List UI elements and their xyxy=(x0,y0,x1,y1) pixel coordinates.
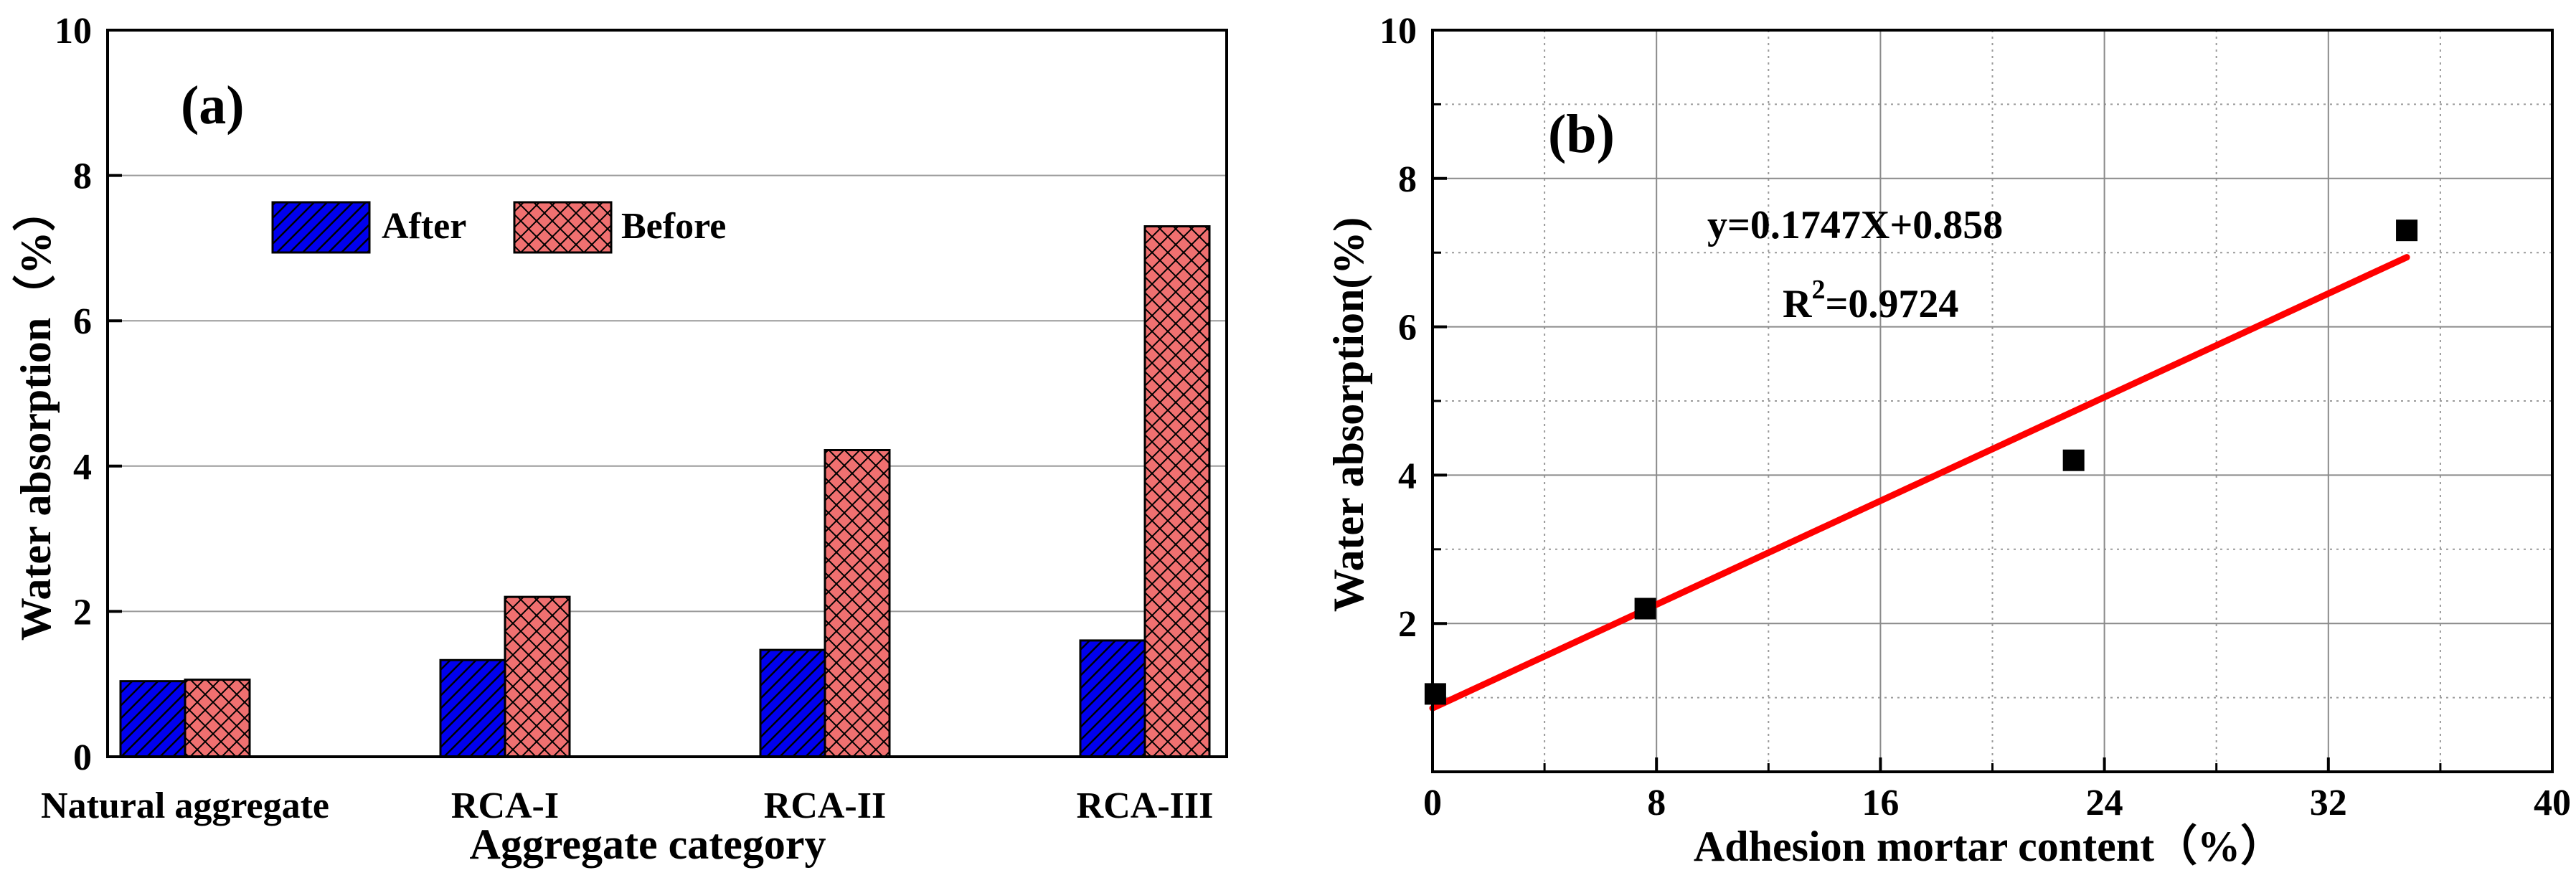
b-x-tick-label: 0 xyxy=(1423,783,1442,823)
a-bar-after-3 xyxy=(1079,639,1146,758)
b-data-point-1 xyxy=(1634,597,1656,620)
b-y-tick-label: 4 xyxy=(1398,455,1417,496)
a-y-tick-label: 8 xyxy=(73,156,92,197)
b-y-tick-label: 2 xyxy=(1398,604,1417,645)
a-panel-label: (a) xyxy=(181,75,245,136)
b-x-tick-label: 8 xyxy=(1647,783,1666,823)
a-bar-before-2 xyxy=(824,449,891,758)
a-bar-before-3 xyxy=(1143,225,1211,758)
a-bars xyxy=(119,225,1211,758)
a-x-tick-label: RCA-II xyxy=(764,785,886,826)
a-x-tick-label: RCA-III xyxy=(1077,785,1214,826)
b-y-ticks: 2 4 6 8 10 xyxy=(1379,11,1447,699)
b-x-axis-title: Adhesion mortar content（%） xyxy=(1694,822,2283,870)
a-y-tick-label: 0 xyxy=(73,737,92,778)
a-gridlines xyxy=(108,174,1227,613)
a-legend: After Before xyxy=(271,201,726,254)
b-gridlines xyxy=(1433,30,2552,772)
b-y-tick-label: 10 xyxy=(1379,11,1417,52)
b-data-point-2 xyxy=(2062,449,2085,471)
a-plot-frame xyxy=(106,29,1228,758)
a-y-tick-label: 4 xyxy=(73,447,92,488)
a-legend-swatch-before xyxy=(513,201,613,254)
b-x-tick-label: 40 xyxy=(2534,783,2571,823)
a-legend-label-after: After xyxy=(382,206,466,247)
a-y-tick-label: 6 xyxy=(73,301,92,342)
b-data-point-0 xyxy=(1424,683,1446,705)
a-bar-before-0 xyxy=(184,679,251,758)
b-x-tick-label: 32 xyxy=(2310,783,2347,823)
a-bar-before-1 xyxy=(504,595,571,758)
a-y-axis-title: Water absorption（%） xyxy=(11,189,60,641)
b-equation: y=0.1747X+0.858 xyxy=(1707,203,2003,247)
a-y-tick-label: 10 xyxy=(55,11,92,52)
b-x-tick-label: 16 xyxy=(1862,783,1899,823)
b-fit-line xyxy=(1429,254,2410,712)
a-y-ticks: 0 2 4 6 8 10 xyxy=(55,11,122,778)
b-data-points xyxy=(1424,219,2418,705)
a-x-axis-title: Aggregate category xyxy=(470,821,826,868)
a-x-tick-label: RCA-I xyxy=(451,785,559,826)
panel-a-bar-chart: 0 2 4 6 8 10 Natural aggregate RCA-I RCA-II RCA-… xyxy=(11,11,1228,868)
b-y-tick-label: 8 xyxy=(1398,159,1417,200)
b-panel-label: (b) xyxy=(1548,104,1615,164)
b-r-squared: R2=0.9724 xyxy=(1783,275,1958,326)
a-bar-after-1 xyxy=(439,658,506,758)
a-legend-swatch-after xyxy=(271,201,371,254)
b-data-point-3 xyxy=(2396,219,2418,242)
a-y-tick-label: 2 xyxy=(73,592,92,633)
b-x-ticks: 0 8 16 24 32 40 xyxy=(1423,757,2571,823)
b-y-tick-label: 6 xyxy=(1398,308,1417,349)
a-bar-after-0 xyxy=(119,680,187,758)
a-x-ticks: Natural aggregate RCA-I RCA-II RCA-III xyxy=(41,785,1213,826)
b-y-axis-title: Water absorption(%) xyxy=(1325,217,1372,613)
a-legend-label-before: Before xyxy=(621,206,726,247)
b-x-tick-label: 24 xyxy=(2086,783,2123,823)
a-bar-after-2 xyxy=(759,648,826,758)
a-x-tick-label: Natural aggregate xyxy=(41,785,329,826)
